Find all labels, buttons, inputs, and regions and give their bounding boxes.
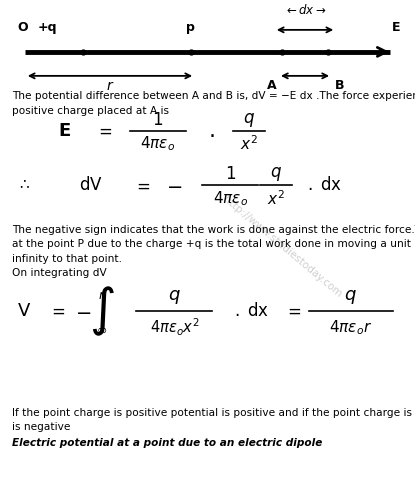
Text: A: A [267, 79, 277, 92]
Text: $-$: $-$ [75, 302, 91, 321]
Text: $\int$: $\int$ [89, 285, 115, 338]
Text: $\mathrm{V}$: $\mathrm{V}$ [17, 302, 31, 320]
Text: $\infty$: $\infty$ [96, 323, 107, 336]
Text: The negative sign indicates that the work is done against the electric force.The: The negative sign indicates that the wor… [12, 225, 415, 278]
Text: $4\pi\varepsilon_o$: $4\pi\varepsilon_o$ [213, 189, 248, 207]
Text: $1$: $1$ [225, 165, 236, 183]
Text: Electric potential at a point due to an electric dipole: Electric potential at a point due to an … [12, 438, 323, 448]
Text: http://www.studiestoday.com: http://www.studiestoday.com [221, 195, 344, 299]
Text: If the point charge is positive potential is positive and if the point charge is: If the point charge is positive potentia… [12, 408, 415, 432]
Text: $r$: $r$ [98, 288, 105, 302]
Text: $\mathbf{E}$: $\mathbf{E}$ [58, 122, 71, 140]
Text: $4\pi\varepsilon_o x^2$: $4\pi\varepsilon_o x^2$ [149, 317, 199, 338]
Text: $=$: $=$ [48, 302, 65, 320]
Text: $-$: $-$ [166, 176, 182, 195]
Text: $.$: $.$ [208, 121, 215, 141]
Text: $=$: $=$ [95, 122, 113, 140]
Text: $4\pi\varepsilon_o r$: $4\pi\varepsilon_o r$ [329, 318, 372, 336]
Text: $q$: $q$ [168, 288, 181, 306]
Text: $q$: $q$ [270, 165, 282, 183]
Text: +q: +q [38, 21, 57, 34]
Text: $x^2$: $x^2$ [240, 134, 258, 153]
Text: $=$: $=$ [284, 302, 302, 320]
Text: p: p [186, 21, 195, 34]
Text: B: B [335, 79, 345, 92]
Text: $x^2$: $x^2$ [267, 189, 285, 207]
Text: $4\pi\varepsilon_o$: $4\pi\varepsilon_o$ [140, 134, 175, 153]
Text: E: E [392, 21, 400, 34]
Text: $q$: $q$ [344, 288, 357, 306]
Text: $\therefore$: $\therefore$ [17, 176, 30, 191]
Text: $\mathrm{dV}$: $\mathrm{dV}$ [79, 176, 103, 194]
Text: $q$: $q$ [243, 111, 255, 129]
Text: $. \; \mathrm{dx}$: $. \; \mathrm{dx}$ [234, 302, 269, 320]
Text: $. \; \mathrm{dx}$: $. \; \mathrm{dx}$ [307, 176, 342, 194]
Text: $1$: $1$ [152, 111, 163, 129]
Text: The potential difference between A and B is, dV = −E dx .The force experienced b: The potential difference between A and B… [12, 91, 415, 116]
Text: O: O [17, 21, 28, 34]
Text: $=$: $=$ [133, 176, 150, 194]
Text: $\leftarrow dx \rightarrow$: $\leftarrow dx \rightarrow$ [284, 3, 326, 17]
Text: $r$: $r$ [106, 79, 114, 93]
